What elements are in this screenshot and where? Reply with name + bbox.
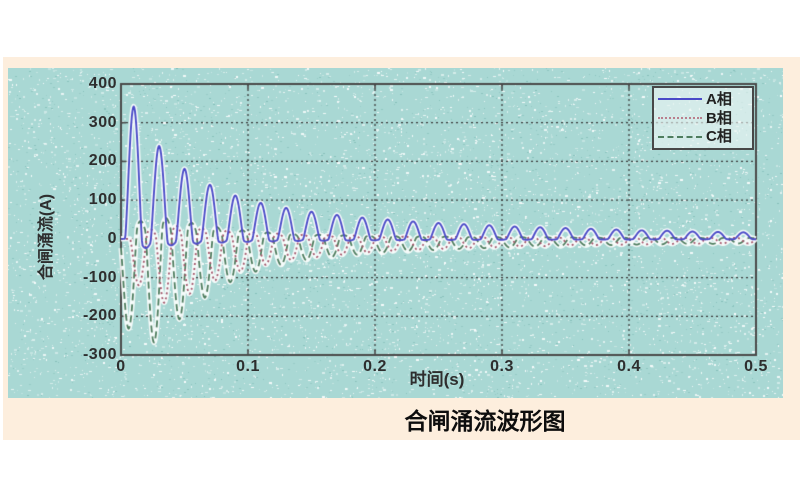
- inrush-current-chart-canvas: [8, 68, 783, 398]
